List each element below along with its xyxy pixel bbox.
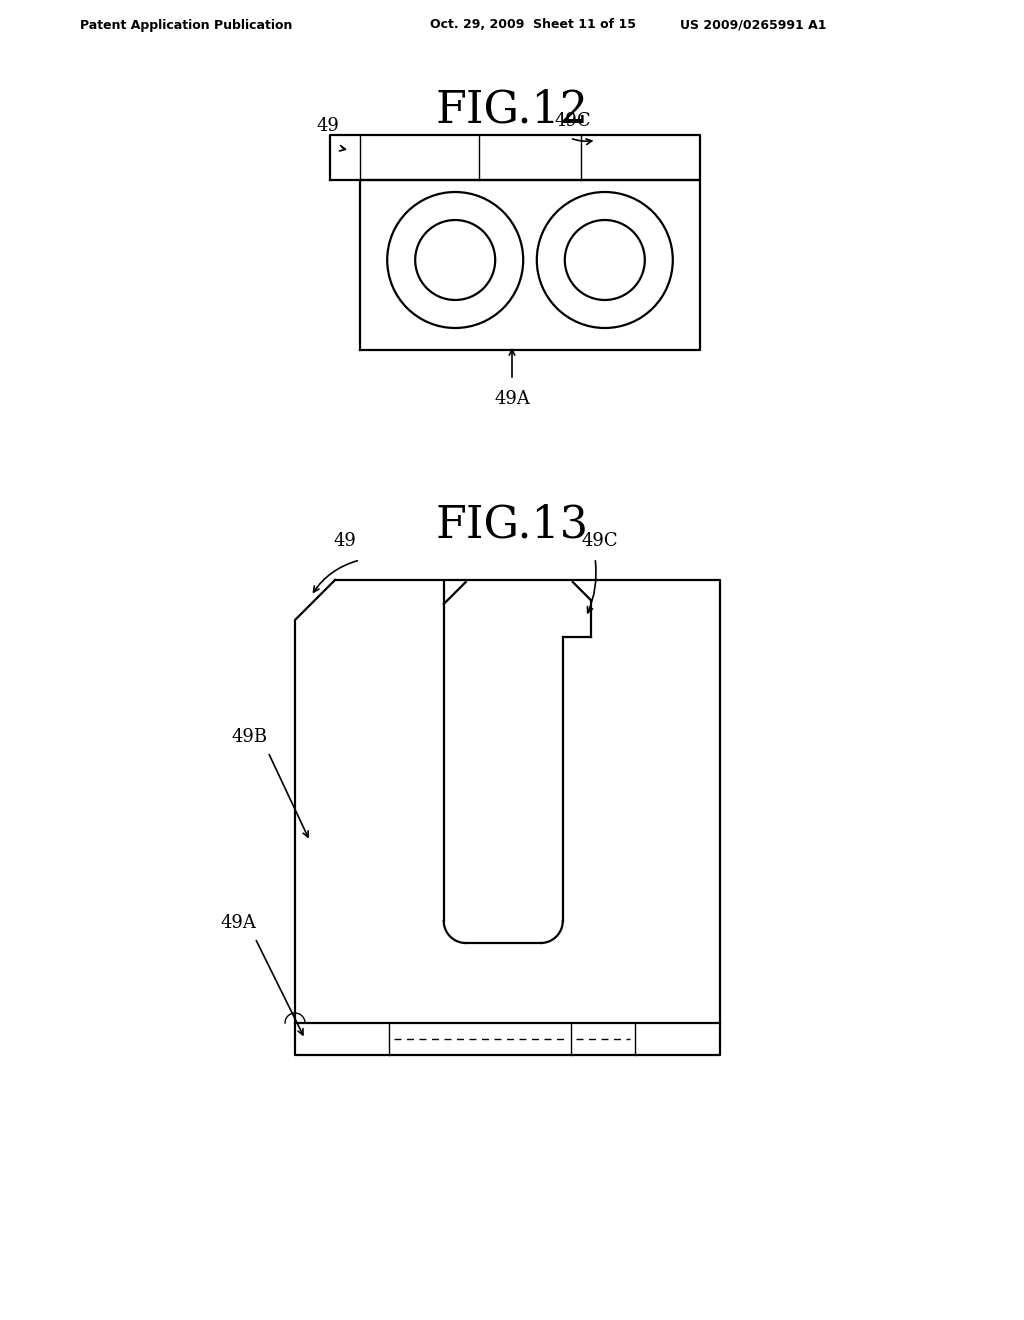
Text: FIG.12: FIG.12 — [435, 88, 589, 132]
Text: 49: 49 — [316, 117, 339, 135]
Text: FIG.13: FIG.13 — [435, 503, 589, 546]
Text: 49A: 49A — [494, 389, 530, 408]
Text: 49C: 49C — [582, 532, 618, 550]
Text: 49B: 49B — [232, 729, 268, 746]
Text: 49A: 49A — [220, 913, 256, 932]
Text: 49: 49 — [334, 532, 356, 550]
Text: Oct. 29, 2009  Sheet 11 of 15: Oct. 29, 2009 Sheet 11 of 15 — [430, 18, 636, 32]
Text: Patent Application Publication: Patent Application Publication — [80, 18, 293, 32]
Text: US 2009/0265991 A1: US 2009/0265991 A1 — [680, 18, 826, 32]
Text: 49C: 49C — [555, 112, 591, 129]
